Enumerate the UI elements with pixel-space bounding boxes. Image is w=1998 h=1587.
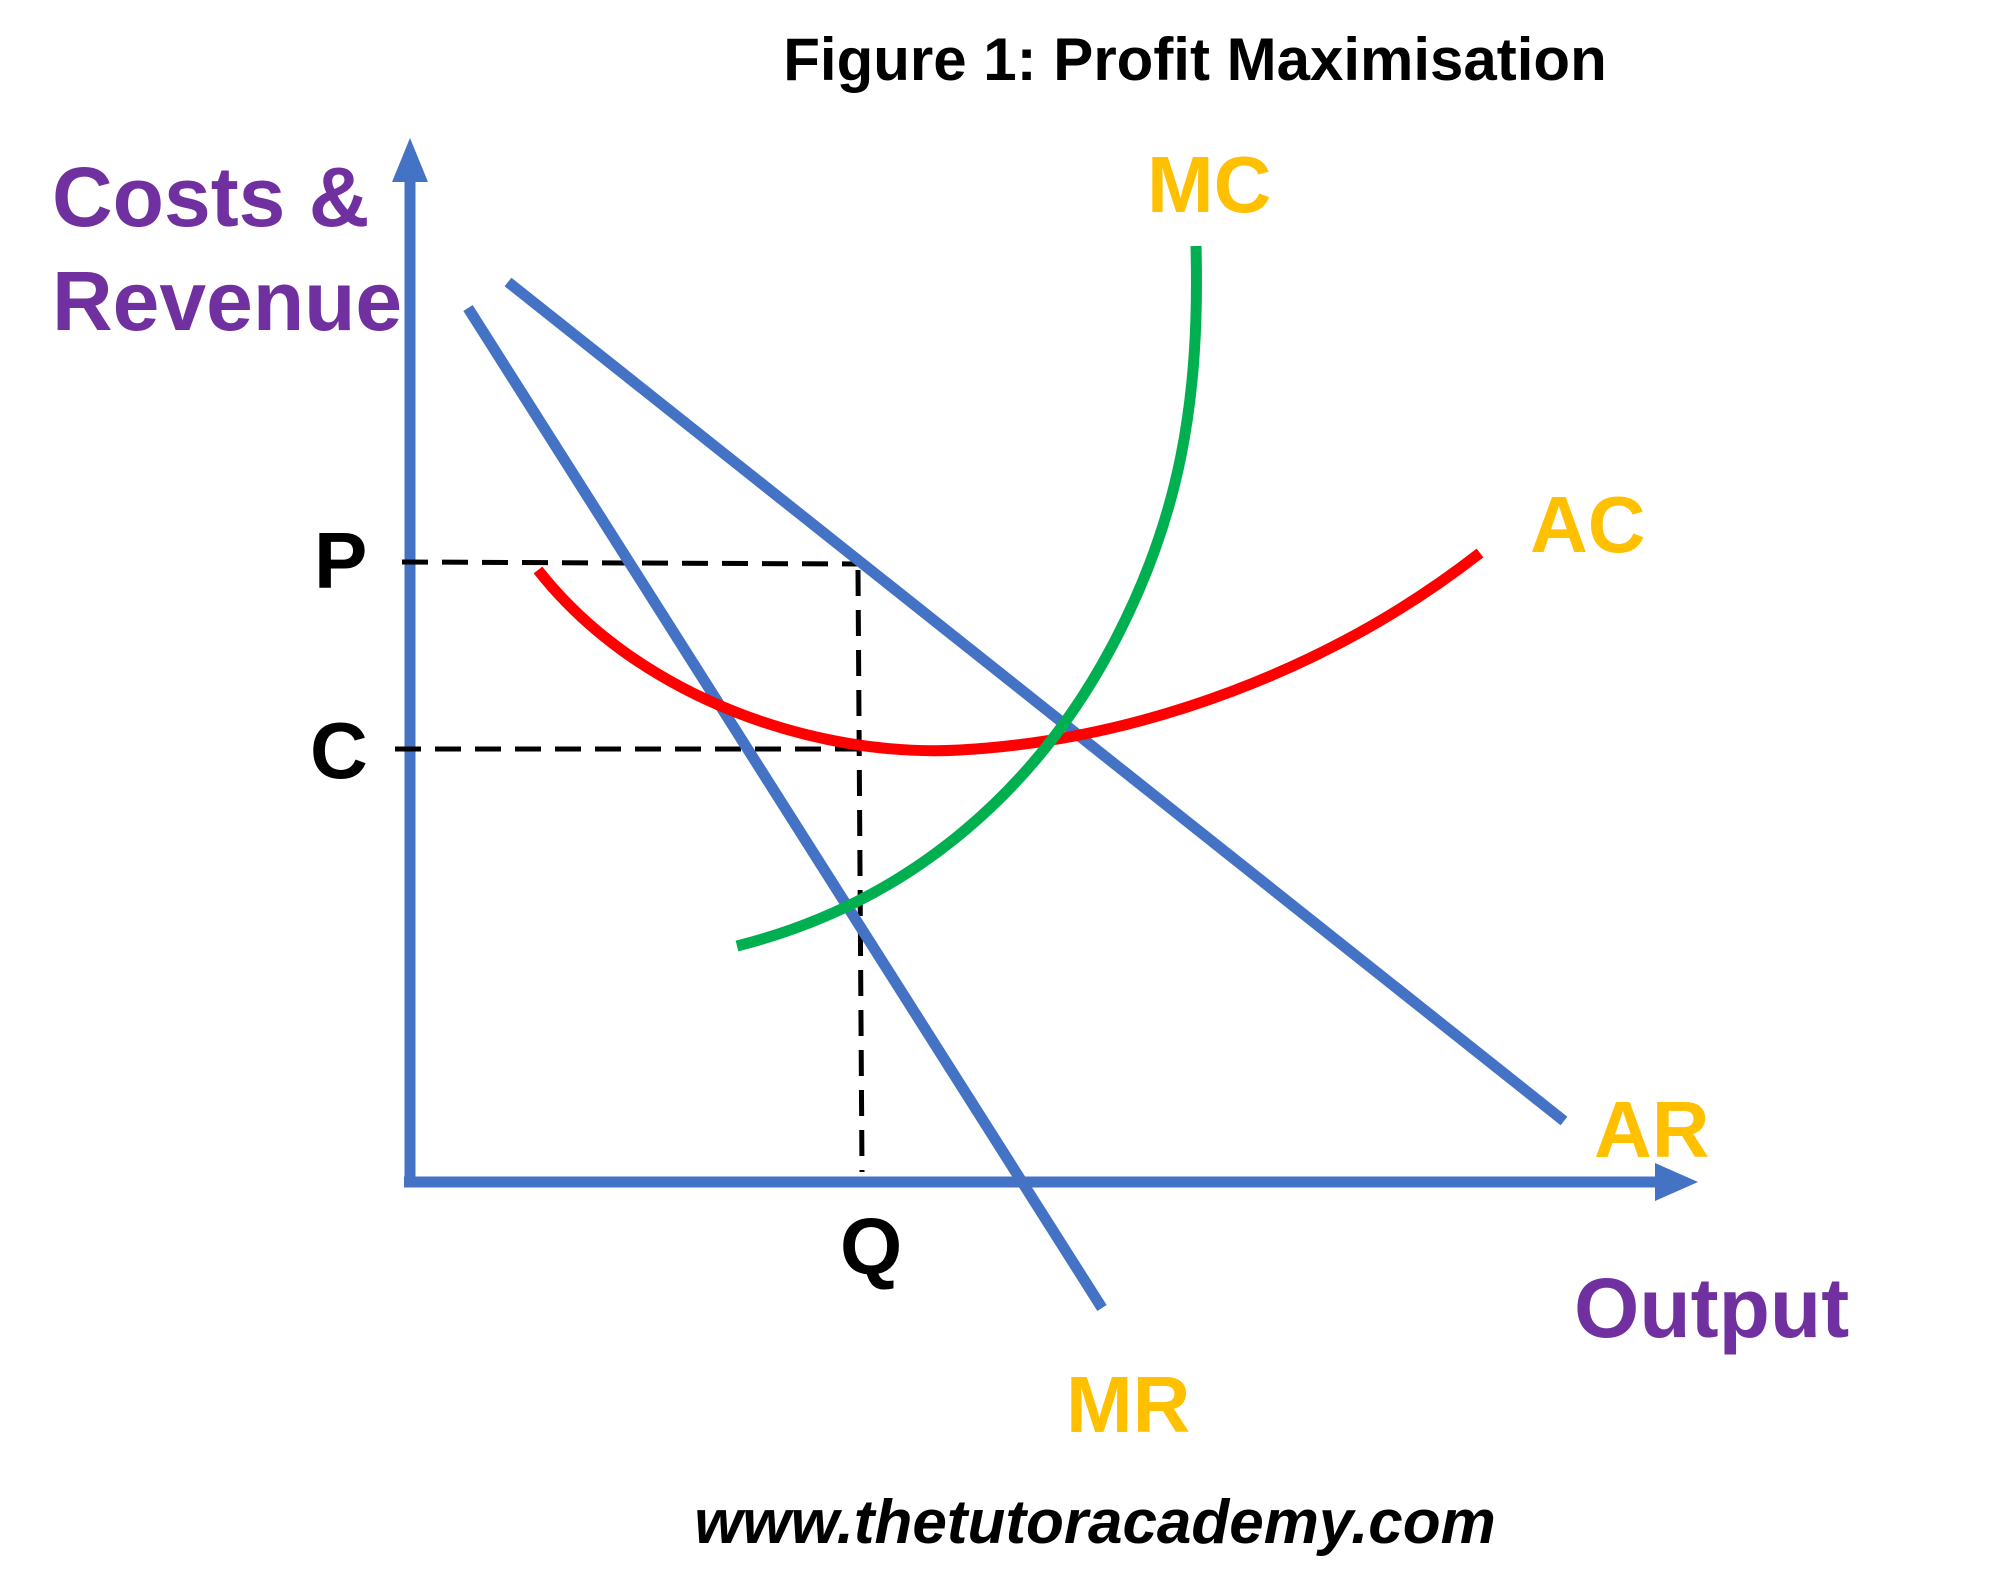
axes — [392, 138, 1698, 1201]
mr-label: MR — [1066, 1360, 1190, 1449]
mc-label: MC — [1147, 140, 1271, 229]
ar-curve — [504, 277, 1568, 1126]
quantity-label: Q — [840, 1202, 902, 1291]
cost-label: C — [310, 706, 368, 795]
y-axis-label-line-2: Revenue — [52, 254, 402, 348]
website-footer: www.thetutoracademy.com — [694, 1488, 1496, 1557]
curves — [463, 245, 1568, 1311]
price-guide-line — [401, 559, 859, 567]
y-axis-arrowhead — [392, 138, 428, 182]
quantity-guide-line — [855, 569, 865, 1173]
y-axis-label-line-1: Costs & — [52, 150, 369, 244]
ac-label: AC — [1530, 480, 1646, 569]
mc-curve — [735, 245, 1202, 952]
mr-curve — [463, 305, 1107, 1311]
price-label: P — [314, 516, 367, 605]
x-axis-arrowhead — [1655, 1163, 1698, 1201]
guide-lines — [395, 559, 905, 1173]
x-axis-label: Output — [1574, 1261, 1849, 1355]
diagram-title: Figure 1: Profit Maximisation — [783, 26, 1606, 93]
ac-curve — [533, 548, 1484, 757]
ar-label: AR — [1594, 1085, 1710, 1174]
